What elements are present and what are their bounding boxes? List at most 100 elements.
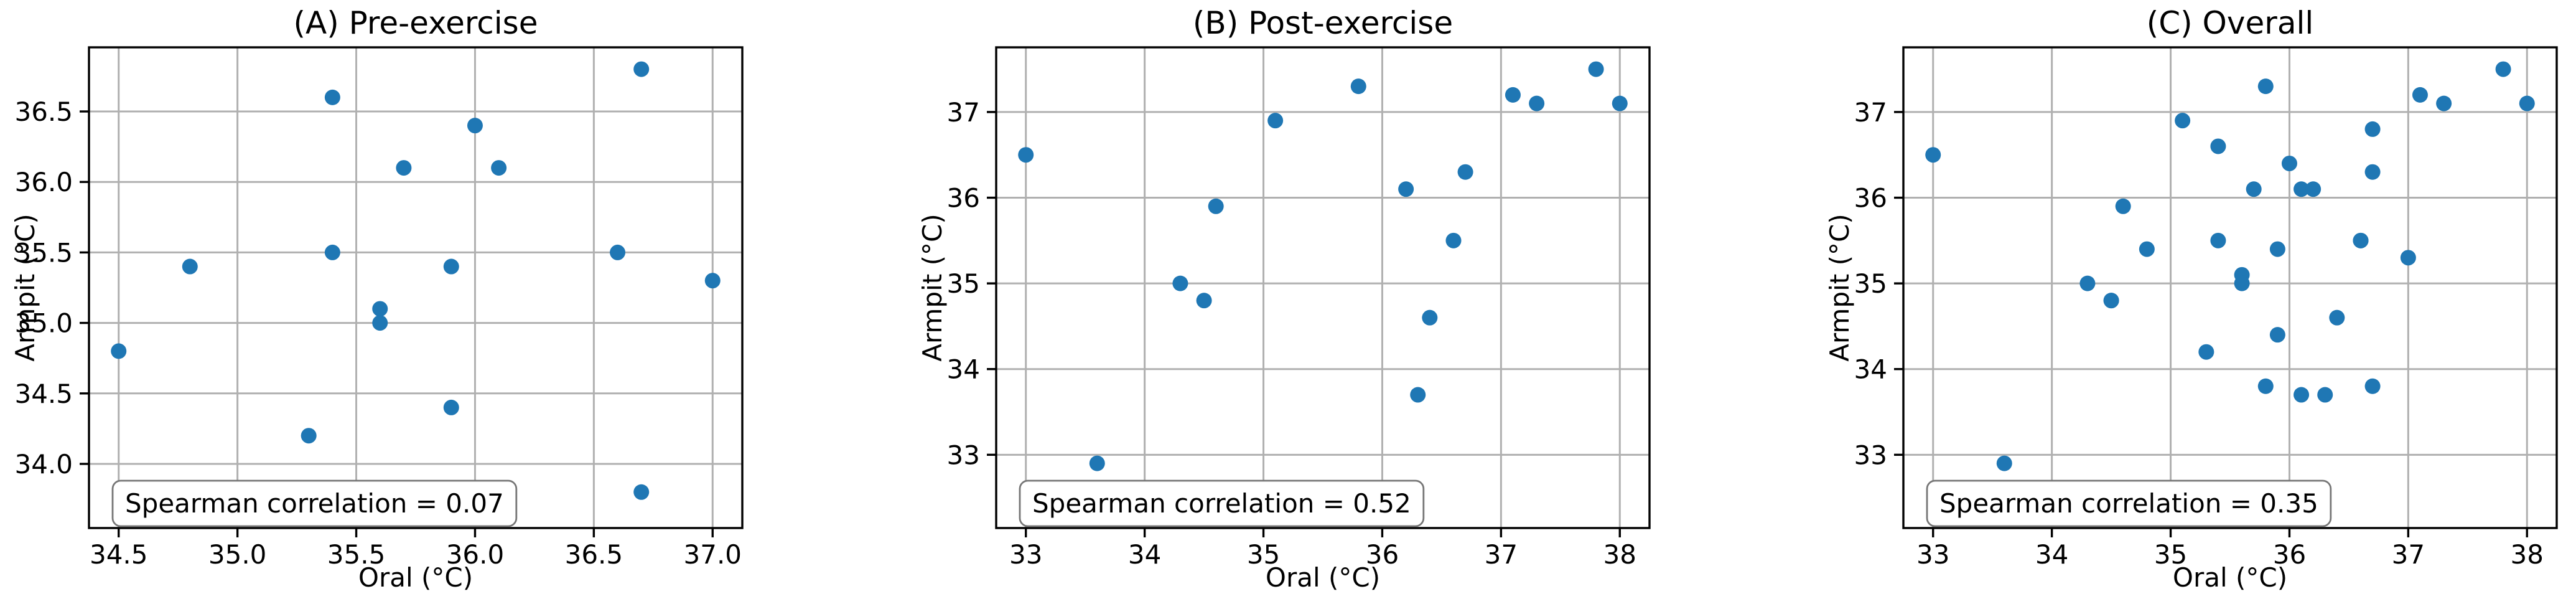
data-point xyxy=(1410,387,1426,403)
x-tick-label: 35.5 xyxy=(327,539,386,570)
x-tick-label: 34 xyxy=(1128,539,1161,570)
x-axis-label: Oral (°C) xyxy=(1266,562,1380,593)
data-point xyxy=(372,315,388,331)
panel-title: (C) Overall xyxy=(2147,5,2314,41)
panel-c: 33 34 35 36 37 38 33 34 35 36 37 (C) Overall Oral (°… xyxy=(1824,5,2558,593)
data-point xyxy=(2210,138,2226,154)
annotation-box xyxy=(111,479,518,527)
data-point xyxy=(324,244,340,260)
data-point xyxy=(182,258,198,275)
data-point xyxy=(443,399,459,415)
x-tick-label: 33 xyxy=(1009,539,1042,570)
data-point xyxy=(2329,309,2345,326)
x-tick-label: 37.0 xyxy=(684,539,742,570)
data-point xyxy=(467,118,483,134)
data-point xyxy=(1612,95,1628,111)
y-axis-label: Armpit (°C) xyxy=(10,214,40,361)
data-point xyxy=(2305,181,2322,197)
data-point xyxy=(704,273,721,289)
data-point xyxy=(2257,78,2274,95)
data-point xyxy=(2198,344,2214,360)
data-point xyxy=(1505,87,1521,103)
panel-title: (A) Pre-exercise xyxy=(294,5,538,41)
data-point xyxy=(1457,164,1473,180)
data-point xyxy=(610,244,626,260)
y-tick-label: 35 xyxy=(1854,268,1887,299)
data-point xyxy=(2495,61,2511,77)
data-point xyxy=(1996,455,2012,471)
data-point xyxy=(633,61,650,77)
y-tick-label: 34 xyxy=(1854,354,1887,385)
y-tick-label: 37 xyxy=(1854,97,1887,128)
data-point xyxy=(2364,121,2381,137)
data-point xyxy=(1445,232,1462,248)
data-point xyxy=(1925,147,1941,163)
panel-b: 33 34 35 36 37 38 33 34 35 36 37 (B) Post-exercise O… xyxy=(917,5,1651,593)
data-point xyxy=(396,160,412,176)
annotation-text: Spearman correlation = 0.35 xyxy=(1939,488,2318,519)
data-point xyxy=(2294,387,2310,403)
data-point xyxy=(2436,95,2452,111)
data-point xyxy=(2269,241,2285,257)
y-axis-label: Armpit (°C) xyxy=(1824,214,1855,361)
y-tick-label: 36 xyxy=(1854,183,1887,214)
data-point xyxy=(2364,164,2381,180)
x-tick-label: 36.0 xyxy=(446,539,505,570)
data-point xyxy=(2079,275,2096,291)
y-tick-label: 34 xyxy=(947,354,980,385)
data-point xyxy=(1172,275,1188,291)
data-point xyxy=(2294,181,2310,197)
x-tick-label: 37 xyxy=(1485,539,1518,570)
x-tick-label: 38 xyxy=(2511,539,2544,570)
data-point xyxy=(2269,327,2285,343)
data-point xyxy=(1588,61,1604,77)
data-point xyxy=(301,428,317,444)
data-point xyxy=(2103,293,2119,309)
y-tick-label: 33 xyxy=(1854,440,1887,470)
y-tick-label: 35 xyxy=(947,268,980,299)
y-tick-label: 36.0 xyxy=(14,167,73,197)
annotation-text: Spearman correlation = 0.07 xyxy=(125,488,504,519)
data-point xyxy=(324,89,340,105)
x-tick-label: 38 xyxy=(1603,539,1636,570)
data-point xyxy=(372,301,388,317)
data-point xyxy=(2412,87,2428,103)
data-point xyxy=(2281,155,2297,171)
y-tick-label: 36.5 xyxy=(14,97,73,127)
data-point xyxy=(1267,113,1284,129)
data-point xyxy=(2519,95,2535,111)
axes-spines xyxy=(1902,46,2558,529)
data-point xyxy=(1398,181,1414,197)
data-point xyxy=(2317,387,2333,403)
x-tick-label: 33 xyxy=(1916,539,1949,570)
data-point xyxy=(2139,241,2155,257)
data-point xyxy=(2210,232,2226,248)
annotation-box xyxy=(1926,479,2332,527)
x-tick-label: 35 xyxy=(2154,539,2187,570)
data-point xyxy=(1089,455,1105,471)
x-axis-label: Oral (°C) xyxy=(358,562,473,593)
data-point xyxy=(2364,378,2381,394)
x-tick-label: 34.5 xyxy=(90,539,148,570)
x-axis-label: Oral (°C) xyxy=(2173,562,2287,593)
data-point xyxy=(2175,113,2191,129)
annotation-text: Spearman correlation = 0.52 xyxy=(1032,488,1411,519)
data-point xyxy=(111,343,127,359)
x-tick-label: 35 xyxy=(1247,539,1280,570)
data-point xyxy=(1196,293,1212,309)
data-point xyxy=(1529,95,1545,111)
y-tick-label: 33 xyxy=(947,440,980,470)
x-tick-label: 36.5 xyxy=(565,539,623,570)
data-point xyxy=(1350,78,1366,95)
data-point xyxy=(633,484,650,500)
y-tick-label: 34.0 xyxy=(14,449,73,479)
data-point xyxy=(443,258,459,275)
data-point xyxy=(2257,378,2274,394)
y-tick-label: 34.5 xyxy=(14,379,73,409)
y-axis-label: Armpit (°C) xyxy=(917,214,948,361)
x-tick-label: 34 xyxy=(2035,539,2068,570)
panel-title: (B) Post-exercise xyxy=(1193,5,1453,41)
annotation-box xyxy=(1019,479,1425,527)
y-tick-label: 35.5 xyxy=(14,237,73,268)
